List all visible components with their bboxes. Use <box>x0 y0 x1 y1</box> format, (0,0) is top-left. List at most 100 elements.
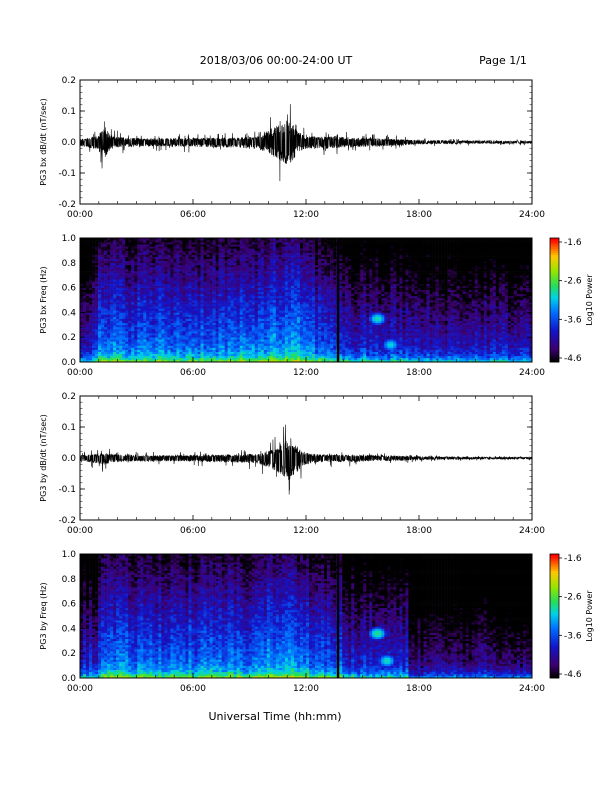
spectrogram-cell <box>209 353 213 357</box>
spectrogram-cell <box>227 341 231 344</box>
spectrogram-cell <box>257 293 262 297</box>
spectrogram-cell <box>296 271 301 274</box>
spectrogram-cell <box>98 300 102 303</box>
spectrogram-cell <box>167 304 171 307</box>
spectrogram-cell <box>306 260 310 264</box>
spectrogram-cell <box>272 250 277 253</box>
spectrogram-cell <box>179 256 183 259</box>
spectrogram-cell <box>269 314 274 317</box>
spectrogram-cell <box>188 345 192 348</box>
spectrogram-cell <box>266 333 271 336</box>
spectrogram-cell <box>263 355 268 359</box>
spectrogram-cell <box>257 314 262 317</box>
spectrogram-cell <box>107 275 111 278</box>
spectrogram-cell <box>179 351 183 355</box>
spectrogram-cell <box>290 287 295 290</box>
spectrogram-cell <box>269 273 274 276</box>
spectrogram-cell <box>110 273 114 276</box>
spectrogram-cell <box>272 254 277 257</box>
spectrogram-cell <box>194 244 198 247</box>
spectrogram-cell <box>200 264 204 268</box>
spectrogram-cell <box>98 297 102 301</box>
spectrogram-cell <box>239 312 244 315</box>
spectrogram-cell <box>134 293 138 297</box>
spectrogram-cell <box>137 256 141 259</box>
spectrogram-cell <box>272 248 277 251</box>
spectrogram-cell <box>110 316 114 319</box>
spectrogram-cell <box>224 308 228 311</box>
spectrogram-cell <box>315 355 319 359</box>
spectrogram-cell <box>158 281 162 284</box>
spectrogram-cell <box>306 308 310 311</box>
spectrogram-cell <box>131 291 135 295</box>
spectrogram-cell <box>281 293 286 297</box>
spectrogram-cell <box>167 246 171 249</box>
spectrogram-cell <box>227 248 231 251</box>
spectrogram-cell <box>302 262 307 266</box>
spectrogram-cell <box>113 347 117 350</box>
spectrogram-cell <box>161 302 165 305</box>
spectrogram-cell <box>158 324 162 328</box>
spectrogram-cell <box>173 345 177 348</box>
spectrogram-cell <box>278 347 283 350</box>
spectrogram-cell <box>269 331 274 334</box>
spectrogram-cell <box>161 244 165 247</box>
spectrogram-cell <box>281 277 286 280</box>
spectrogram-cell <box>182 347 186 350</box>
spectrogram-cell <box>278 252 283 255</box>
spectrogram-cell <box>215 252 219 255</box>
spectrogram-cell <box>227 269 231 272</box>
spectrogram-cell <box>215 355 219 359</box>
spectrogram-cell <box>83 269 87 272</box>
spectrogram-cell <box>182 345 186 348</box>
spectrogram-cell <box>200 304 204 307</box>
spectrogram-cell <box>86 246 90 249</box>
spectrogram-cell <box>98 291 102 295</box>
spectrogram-cell <box>92 256 96 259</box>
spectrogram-cell <box>296 283 301 286</box>
spectrogram-cell <box>257 273 262 276</box>
spectrogram-cell <box>164 283 168 286</box>
spectrogram-cell <box>104 326 108 330</box>
spectrogram-cell <box>290 244 295 247</box>
spectrogram-cell <box>227 310 231 313</box>
spectrogram-cell <box>299 331 304 334</box>
spectrogram-cell <box>146 345 150 348</box>
spectrogram-cell <box>203 289 207 293</box>
spectrogram-cell <box>266 328 271 332</box>
spectrogram-cell <box>140 289 144 293</box>
spectrogram-cell <box>143 322 147 326</box>
spectrogram-cell <box>116 273 120 276</box>
spectrogram-cell <box>215 304 219 307</box>
spectrogram-cell <box>98 339 102 342</box>
spectrogram-cell <box>104 262 108 266</box>
spectrogram-cell <box>164 314 168 317</box>
spectrogram-cell <box>197 345 201 348</box>
spectrogram-cell <box>318 353 322 357</box>
spectrogram-cell <box>309 262 313 266</box>
spectrogram-cell <box>281 279 286 282</box>
spectrogram-cell <box>173 279 177 282</box>
spectrogram-cell <box>230 287 234 290</box>
spectrogram-cell <box>125 264 129 268</box>
spectrogram-cell <box>321 277 325 280</box>
spectrogram-cell <box>215 256 219 259</box>
spectrogram-cell <box>104 355 108 359</box>
spectrogram-cell <box>233 291 237 295</box>
spectrogram-cell <box>143 328 147 332</box>
spectrogram-cell <box>227 314 231 317</box>
spectrogram-cell <box>218 277 222 280</box>
spectrogram-cell <box>251 324 256 328</box>
spectrogram-cell <box>80 258 84 262</box>
spectrogram-cell <box>245 306 250 309</box>
spectrogram-cell <box>128 248 132 251</box>
spectrogram-cell <box>278 277 283 280</box>
spectrogram-cell <box>209 316 213 319</box>
spectrogram-cell <box>176 343 180 346</box>
spectrogram-cell <box>242 324 247 328</box>
spectrogram-cell <box>309 353 313 357</box>
spectrogram-cell <box>191 355 195 359</box>
spectrogram-cell <box>116 312 120 315</box>
spectrogram-cell <box>287 291 292 295</box>
spectrogram-cell <box>266 306 271 309</box>
